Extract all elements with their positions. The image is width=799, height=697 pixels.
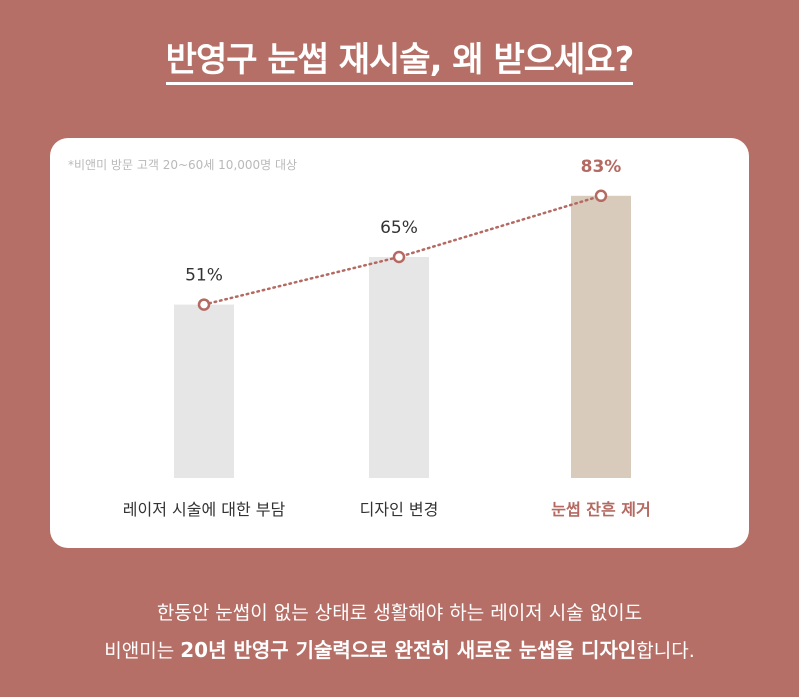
page-title: 반영구 눈썹 재시술, 왜 받으세요? [0, 32, 799, 85]
bar-chart: 51% 레이저 시술에 대한 부담 65% 디자인 변경 83% 눈썹 잔흔 제거 [123, 157, 651, 519]
bar-2 [369, 257, 429, 478]
category-label-3: 눈썹 잔흔 제거 [551, 500, 650, 519]
footer-line-2: 비앤미는 20년 반영구 기술력으로 완전히 새로운 눈썹을 디자인합니다. [0, 634, 799, 663]
bar-1 [174, 304, 234, 478]
data-label-1: 51% [185, 266, 223, 286]
footer-line-2-pre: 비앤미는 [104, 640, 181, 662]
survey-note: *비앤미 방문 고객 20~60세 10,000명 대상 [68, 158, 298, 172]
category-label-2: 디자인 변경 [360, 500, 439, 519]
data-label-2: 65% [380, 218, 418, 238]
bar-3 [571, 195, 631, 479]
point-2 [392, 250, 406, 264]
point-3 [594, 189, 608, 203]
page-title-text: 반영구 눈썹 재시술, 왜 받으세요? [165, 40, 634, 85]
footer-line-2-post: 합니다. [636, 640, 695, 662]
chart-card: *비앤미 방문 고객 20~60세 10,000명 대상 51% 레이저 시술에 … [50, 138, 749, 548]
footer-line-1: 한동안 눈썹이 없는 상태로 생활해야 하는 레이저 시술 없이도 [156, 602, 643, 624]
data-label-3: 83% [581, 157, 622, 177]
category-label-1: 레이저 시술에 대한 부담 [123, 500, 286, 519]
point-1 [197, 298, 211, 311]
footer-line-2-bold: 20년 반영구 기술력으로 완전히 새로운 눈썹을 디자인 [180, 638, 637, 662]
